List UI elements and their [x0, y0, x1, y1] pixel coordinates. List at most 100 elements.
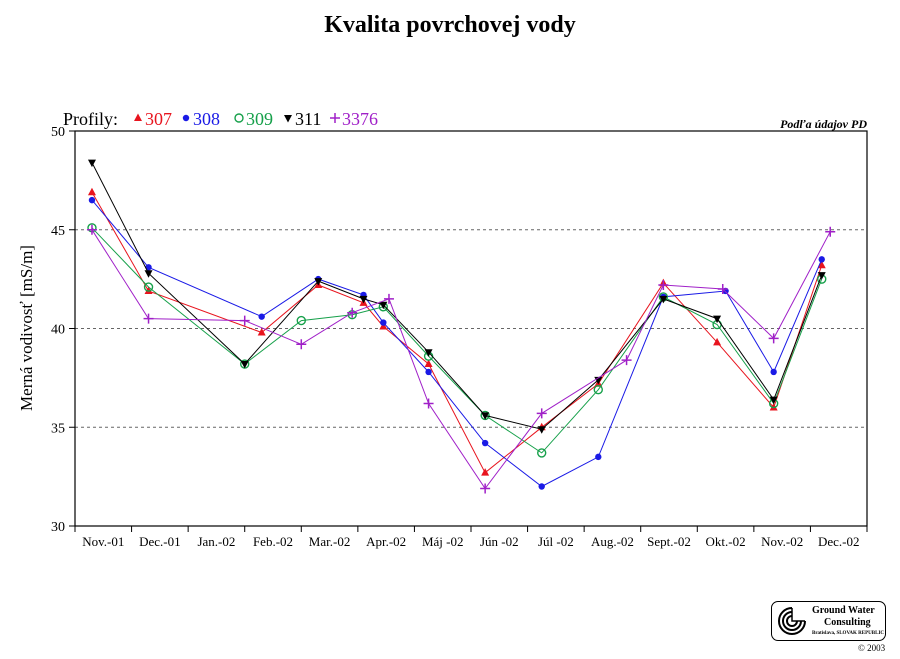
data-point-311 [424, 349, 433, 357]
x-axis: Nov.-01 Dec.-01 Jan.-02 Feb.-02 Mar.-02 Apr.-… [74, 526, 868, 549]
x-tick-label: Júl -02 [538, 534, 574, 549]
series-group [86, 159, 836, 494]
data-point-309 [537, 448, 547, 458]
data-point-311 [713, 315, 722, 324]
series-line-308 [91, 199, 823, 488]
triangle-down-icon [284, 115, 292, 123]
data-point-3376 [86, 224, 97, 235]
data-point-3376 [621, 355, 632, 366]
data-point-3376 [480, 483, 491, 494]
x-tick-label: Mar.-02 [309, 534, 351, 549]
x-tick-label: Jún -02 [480, 534, 519, 549]
y-tick-label: 40 [51, 323, 65, 338]
data-point-311 [359, 295, 368, 304]
data-point-311 [817, 272, 826, 280]
data-point-308 [770, 368, 777, 376]
legend-entry-308: 308 [193, 109, 220, 129]
x-tick-label: Okt.-02 [706, 534, 746, 549]
legend-entry-3376: 3376 [342, 109, 378, 129]
x-tick-label: Dec.-01 [139, 534, 181, 549]
data-point-307 [817, 260, 826, 269]
data-point-3376 [768, 333, 779, 344]
data-point-307 [424, 359, 433, 368]
y-tick-label: 45 [51, 224, 65, 239]
data-point-307 [144, 286, 153, 294]
data-point-308 [380, 319, 387, 326]
data-point-311 [144, 270, 153, 278]
data-point-309 [296, 315, 306, 326]
legend: Profily: 307 308 309 311 3376 [63, 109, 378, 129]
data-point-311 [87, 159, 96, 168]
data-point-308 [258, 313, 265, 320]
series-line-307 [91, 191, 823, 474]
legend-entry-309: 309 [246, 109, 273, 129]
data-point-308 [145, 264, 152, 271]
data-point-307 [769, 403, 778, 411]
data-point-307 [87, 187, 96, 196]
series-line-311 [91, 162, 823, 430]
series-line-309 [91, 227, 823, 454]
gwc-logo-icon [778, 607, 806, 635]
data-point-3376 [423, 398, 434, 409]
series-3376 [86, 224, 836, 494]
source-note: Podľa údajov PD [780, 117, 867, 131]
data-point-311 [537, 426, 546, 434]
x-tick-label: Feb.-02 [253, 534, 293, 549]
data-point-309 [143, 282, 154, 292]
data-point-3376 [383, 293, 394, 304]
y-tick-label: 35 [51, 421, 65, 436]
data-point-3376 [536, 408, 547, 419]
data-point-3376 [658, 280, 669, 291]
x-tick-label: Sept.-02 [647, 534, 691, 549]
data-point-309 [593, 385, 603, 395]
x-tick-label: Máj -02 [422, 534, 464, 549]
chart-title: Kvalita povrchovej vody [324, 12, 576, 38]
y-tick-label: 30 [51, 520, 65, 535]
data-point-3376 [143, 313, 154, 324]
logo-text-line2: Consulting [824, 617, 871, 628]
data-point-311 [240, 361, 249, 369]
series-307 [87, 187, 826, 476]
data-point-308 [425, 368, 432, 376]
data-point-3376 [825, 226, 836, 237]
x-tick-label: Apr.-02 [366, 534, 406, 549]
circle-filled-icon [182, 114, 190, 122]
data-point-307 [257, 327, 266, 336]
plus-icon [330, 113, 340, 123]
data-point-311 [379, 301, 388, 310]
company-logo: Ground Water Consulting Bratislava, SLOV… [771, 601, 886, 641]
logo-text-line3: Bratislava, SLOVAK REPUBLIC [812, 631, 885, 636]
copyright: © 2003 [858, 643, 886, 653]
y-tick-label: 50 [51, 125, 65, 140]
circle-open-icon [234, 113, 244, 123]
data-point-307 [481, 468, 490, 476]
x-tick-label: Dec.-02 [818, 534, 860, 549]
data-point-311 [769, 396, 778, 405]
legend-entry-311: 311 [295, 109, 321, 129]
data-point-307 [713, 337, 722, 346]
data-point-311 [659, 295, 668, 304]
data-point-3376 [239, 315, 250, 326]
series-311 [87, 159, 826, 434]
data-point-308 [595, 453, 602, 461]
data-point-3376 [347, 307, 358, 318]
x-tick-label: Nov.-02 [761, 534, 803, 549]
x-tick-label: Jan.-02 [197, 534, 235, 549]
data-point-308 [538, 483, 545, 490]
data-point-311 [481, 412, 490, 420]
data-point-308 [88, 196, 96, 204]
legend-label: Profily: [63, 109, 118, 129]
y-axis-label: Merná vodivosť [mS/m] [17, 245, 36, 411]
data-point-308 [481, 439, 489, 447]
logo-text-line1: Ground Water [812, 605, 875, 616]
data-point-3376 [717, 284, 728, 294]
x-tick-label: Nov.-01 [82, 534, 124, 549]
x-tick-label: Aug.-02 [591, 534, 634, 549]
data-point-308 [818, 256, 825, 263]
data-point-311 [314, 278, 323, 286]
series-line-3376 [91, 229, 831, 490]
legend-entry-307: 307 [145, 109, 172, 129]
y-axis: 30 35 40 45 50 [51, 125, 75, 535]
triangle-up-icon [134, 113, 142, 121]
